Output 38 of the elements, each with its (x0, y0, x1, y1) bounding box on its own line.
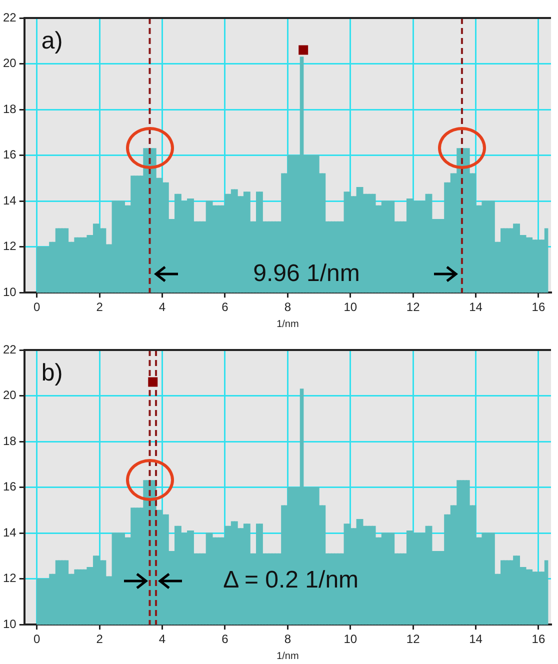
y-tick-label: 12 (2, 239, 17, 254)
x-axis-title: 1/nm (276, 318, 299, 330)
x-tick-label: 8 (284, 632, 292, 646)
annotation: a) (41, 28, 63, 55)
y-tick-label: 18 (2, 102, 17, 116)
annotation: Δ = 0.2 1/nm (223, 566, 359, 594)
x-tick-label: 10 (344, 300, 358, 314)
y-tick-label: 10 (2, 284, 17, 299)
x-tick-label: 2 (96, 300, 104, 314)
x-tick-label: 2 (96, 632, 104, 646)
x-tick-label: 14 (469, 632, 483, 646)
x-tick-label: 0 (34, 300, 41, 314)
y-tick-label: 18 (2, 434, 17, 448)
annotation: b) (41, 360, 63, 387)
x-tick-label: 4 (158, 300, 166, 314)
x-tick-label: 6 (222, 300, 229, 314)
y-tick-label: 22 (2, 10, 17, 24)
x-tick-label: 12 (406, 632, 420, 646)
y-tick-label: 10 (2, 616, 17, 631)
x-tick-label: 12 (406, 300, 420, 314)
x-tick-label: 0 (34, 632, 41, 646)
annotation: 9.96 1/nm (253, 260, 360, 287)
y-tick-label: 16 (2, 480, 17, 494)
x-tick-label: 16 (532, 632, 546, 646)
x-tick-label: 4 (158, 632, 166, 646)
y-tick-label: 14 (2, 525, 17, 540)
y-tick-label: 22 (2, 342, 17, 356)
y-tick-label: 12 (2, 571, 17, 586)
y-tick-label: 20 (2, 56, 17, 70)
x-tick-label: 10 (344, 632, 358, 646)
x-tick-label: 16 (532, 300, 546, 314)
y-tick-label: 14 (2, 193, 17, 208)
x-tick-label: 6 (222, 632, 229, 646)
x-axis-title: 1/nm (276, 650, 299, 662)
y-tick-label: 20 (2, 388, 17, 402)
x-tick-label: 8 (284, 300, 292, 314)
y-tick-label: 16 (2, 148, 17, 162)
x-tick-label: 14 (469, 300, 483, 314)
